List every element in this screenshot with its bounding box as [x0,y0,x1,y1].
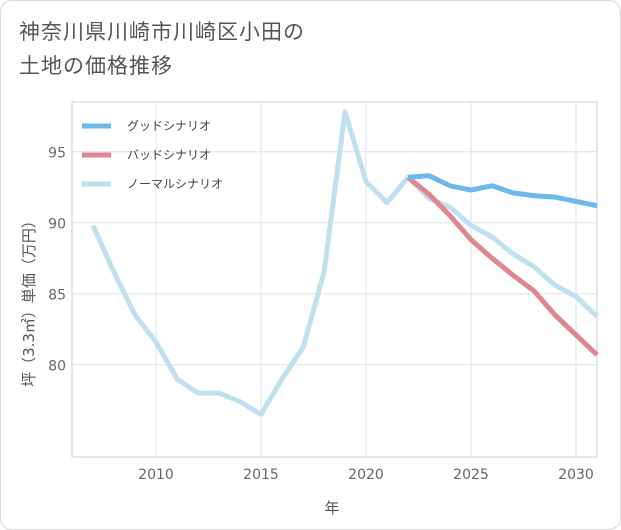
plot-area [71,101,598,458]
series-lines [90,109,599,417]
x-axis-label: 年 [324,499,339,517]
tick-labels: 2010 2015 2020 2025 2030 80 85 90 95 [48,146,594,483]
legend-label-0: グッドシナリオ [127,119,211,133]
title-line-2: 土地の価格推移 [19,54,173,78]
legend-label-2: ノーマルシナリオ [127,177,223,191]
chart-title: 神奈川県川崎市川崎区小田の 土地の価格推移 [19,15,305,83]
series-line-0 [407,173,598,209]
y-tick-label: 85 [48,288,66,304]
x-tick-label: 2030 [558,467,594,483]
y-axis-label: 坪（3.3㎡）単価（万円） [20,213,38,387]
y-tick-label: 90 [48,217,66,233]
y-tick-label: 80 [48,359,66,375]
series-line-1 [406,175,599,357]
series-line-2 [90,109,599,417]
title-line-1: 神奈川県川崎市川崎区小田の [19,20,305,44]
x-tick-label: 2015 [243,467,279,483]
x-tick-label: 2025 [453,467,489,483]
grid-lines [72,102,597,457]
x-tick-label: 2020 [348,467,384,483]
y-tick-label: 95 [48,146,66,162]
legend-label-1: バッドシナリオ [127,148,211,162]
x-tick-label: 2010 [138,467,174,483]
